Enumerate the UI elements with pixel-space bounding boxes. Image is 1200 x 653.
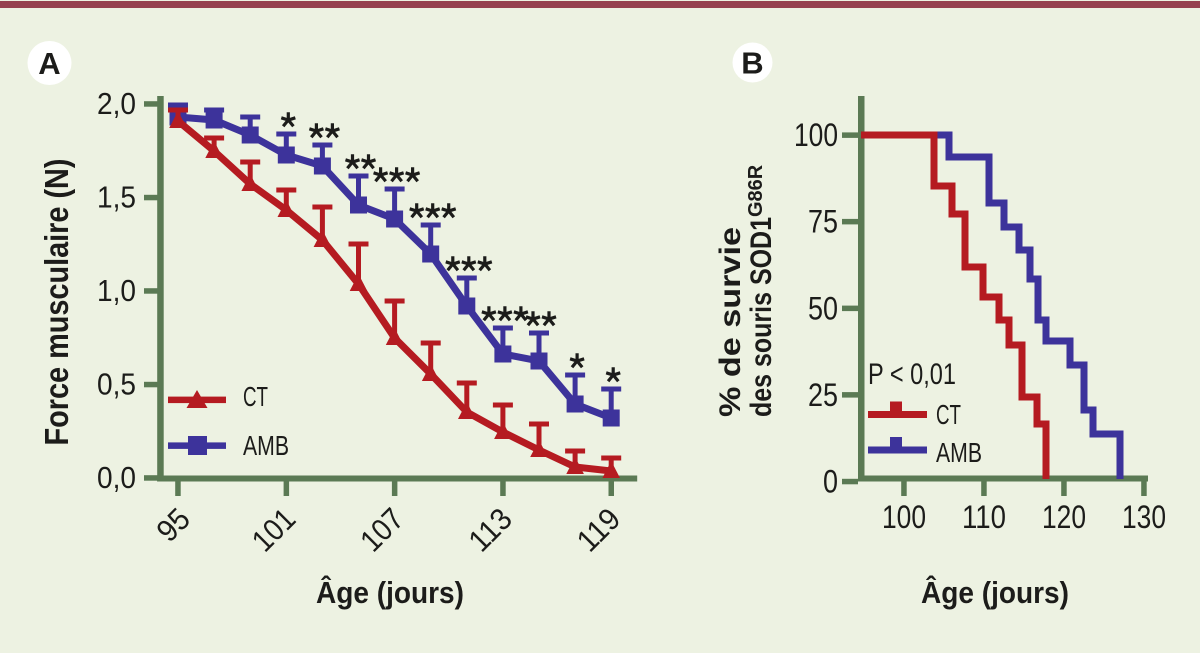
svg-text:50: 50: [808, 290, 838, 326]
svg-text:0,5: 0,5: [97, 367, 136, 402]
svg-text:120: 120: [1042, 499, 1086, 535]
svg-text:Âge (jours): Âge (jours): [921, 574, 1069, 610]
svg-text:100: 100: [794, 117, 838, 153]
svg-text:des souris SOD1G86R: des souris SOD1G86R: [745, 164, 778, 417]
svg-text:130: 130: [1122, 499, 1166, 535]
svg-text:Force musculaire (N): Force musculaire (N): [38, 159, 75, 446]
svg-text:P < 0,01: P < 0,01: [868, 358, 956, 391]
svg-text:CT: CT: [936, 399, 961, 430]
svg-text:1,5: 1,5: [97, 180, 136, 215]
svg-text:AMB: AMB: [936, 437, 982, 468]
svg-text:0,0: 0,0: [97, 460, 136, 495]
svg-text:2,0: 2,0: [97, 86, 136, 121]
svg-text:CT: CT: [243, 381, 268, 412]
svg-text:Âge (jours): Âge (jours): [316, 574, 464, 610]
svg-text:A: A: [38, 46, 60, 81]
svg-text:B: B: [741, 46, 763, 81]
svg-text:AMB: AMB: [243, 430, 289, 461]
svg-text:% de survie: % de survie: [714, 227, 747, 417]
svg-text:25: 25: [808, 377, 838, 413]
svg-text:0: 0: [823, 464, 838, 500]
svg-text:100: 100: [882, 499, 926, 535]
svg-text:110: 110: [962, 499, 1006, 535]
svg-text:1,0: 1,0: [97, 273, 136, 308]
svg-text:75: 75: [808, 204, 838, 240]
